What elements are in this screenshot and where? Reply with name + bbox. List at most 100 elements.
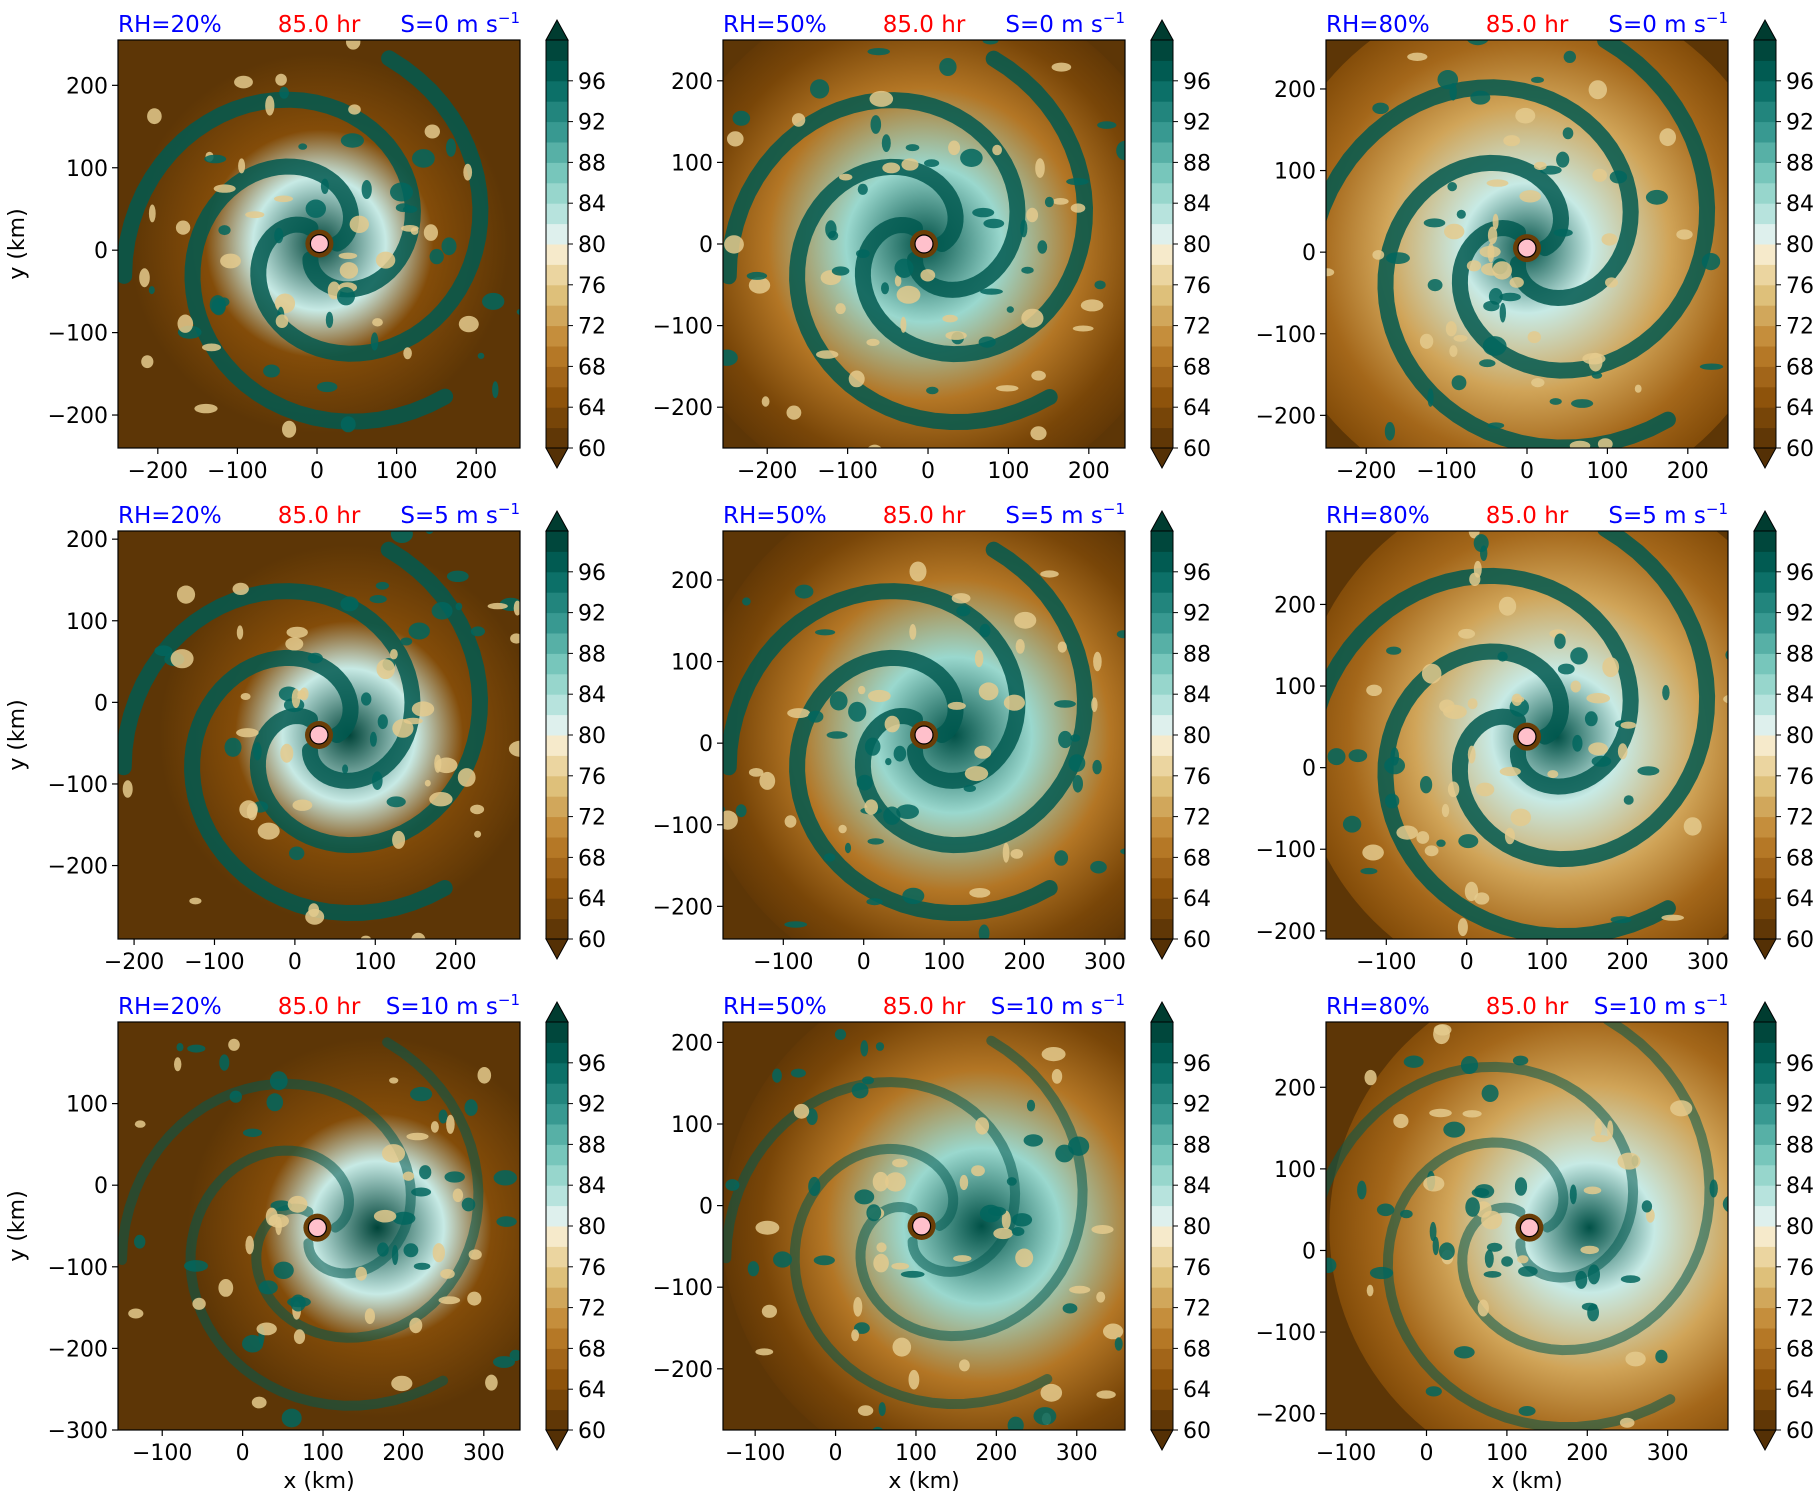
- y-tick-label: −200: [48, 404, 108, 429]
- y-tick-label: −100: [1256, 838, 1316, 863]
- axes-frame: [722, 530, 1126, 940]
- y-tick-label: −100: [653, 315, 713, 340]
- colorbar-extend-max: [1753, 18, 1777, 41]
- colorbar-tick-label: 60: [1183, 1419, 1211, 1444]
- shear-unit-exponent: −1: [498, 991, 520, 1009]
- x-tick-label: 0: [829, 1441, 843, 1466]
- colorbar-tick-label: 76: [1183, 274, 1211, 299]
- colorbar-tick-label: 72: [1183, 1297, 1211, 1322]
- colorbar-tick-label: 64: [1183, 1378, 1211, 1403]
- y-tick-label: −200: [48, 855, 108, 880]
- colorbar-tick-label: 92: [1786, 111, 1814, 136]
- colorbar-tick-label: 80: [578, 233, 606, 258]
- shear-unit-exponent: −1: [1103, 991, 1125, 1009]
- x-tick-label: 300: [1647, 1441, 1689, 1466]
- shear-unit: m s: [1061, 12, 1103, 38]
- colorbar-tick-label: 64: [1786, 396, 1814, 421]
- y-tick-label: 0: [699, 732, 713, 757]
- storm-center-marker: [914, 234, 934, 254]
- rh-label: RH=20%: [118, 12, 222, 38]
- colorbar-tick-label: 64: [1786, 1378, 1814, 1403]
- storm-center-marker: [914, 725, 934, 745]
- shear-unit: m s: [1664, 994, 1706, 1020]
- colorbar: 60 64 68 72 76 80 84 88 92 96: [1753, 509, 1814, 961]
- x-tick-label: −100: [132, 1441, 192, 1466]
- colorbar-tick-label: 76: [1786, 1256, 1814, 1281]
- rh-label: RH=50%: [723, 503, 827, 529]
- shear-unit: m s: [1061, 994, 1103, 1020]
- y-tick-label: −100: [1256, 1321, 1316, 1346]
- colorbar-tick-label: 84: [1786, 192, 1814, 217]
- panel-0-2: −200 −100 0 100 200 −200 −100 0 100 200 RH=80% 85.0…: [1256, 9, 1814, 484]
- x-tick-label: −200: [104, 950, 164, 975]
- storm-center-marker: [307, 1218, 327, 1238]
- colorbar-tick-label: 92: [578, 1093, 606, 1118]
- colorbar-tick-label: 88: [578, 151, 606, 176]
- colorbar-tick-label: 68: [1786, 846, 1814, 871]
- colorbar-extend-min: [1753, 1429, 1777, 1452]
- axes-frame: [1325, 1021, 1729, 1431]
- y-tick-label: 100: [671, 151, 713, 176]
- x-tick-label: 300: [1084, 950, 1126, 975]
- colorbar-extend-min: [1150, 1429, 1174, 1452]
- colorbar-tick-label: 92: [1183, 1093, 1211, 1118]
- x-tick-label: 100: [1586, 459, 1628, 484]
- x-tick-label: −100: [1356, 950, 1416, 975]
- shear-value: S=0: [1005, 12, 1054, 38]
- colorbar-tick-label: 64: [578, 396, 606, 421]
- x-tick-label: 100: [376, 459, 418, 484]
- colorbar: 60 64 68 72 76 80 84 88 92 96: [1753, 1000, 1814, 1452]
- x-tick-label: 200: [455, 459, 497, 484]
- y-tick-label: 100: [671, 1113, 713, 1138]
- y-tick-label: 200: [66, 528, 108, 553]
- time-label: 85.0 hr: [278, 12, 361, 38]
- colorbar-tick-label: 68: [578, 846, 606, 871]
- colorbar-tick-label: 64: [1786, 887, 1814, 912]
- storm-center-marker: [911, 1216, 932, 1236]
- colorbar-tick-label: 88: [578, 1133, 606, 1158]
- panel-0-1: −200 −100 0 100 200 −200 −100 0 100 200 RH=50% 85.0…: [653, 9, 1211, 484]
- colorbar: 60 64 68 72 76 80 84 88 92 96: [1150, 1000, 1211, 1452]
- colorbar-tick-label: 84: [578, 1174, 606, 1199]
- x-tick-label: −100: [184, 950, 244, 975]
- shear-unit: m s: [456, 503, 498, 529]
- y-tick-label: −200: [653, 895, 713, 920]
- x-tick-label: 200: [435, 950, 477, 975]
- colorbar-extend-max: [545, 18, 569, 41]
- rh-label: RH=80%: [1326, 503, 1430, 529]
- colorbar-tick-label: 88: [1786, 1133, 1814, 1158]
- colorbar-tick-label: 60: [1183, 928, 1211, 953]
- colorbar-tick-label: 80: [1786, 1215, 1814, 1240]
- colorbar-tick-label: 60: [1183, 437, 1211, 462]
- y-tick-label: −200: [1256, 404, 1316, 429]
- colorbar-tick-label: 60: [1786, 437, 1814, 462]
- time-label: 85.0 hr: [883, 503, 966, 529]
- colorbar-extend-min: [545, 447, 569, 470]
- colorbar: 60 64 68 72 76 80 84 88 92 96: [1753, 18, 1814, 470]
- colorbar-tick-label: 68: [1786, 1337, 1814, 1362]
- x-tick-label: 0: [310, 459, 324, 484]
- x-tick-label: 100: [987, 459, 1029, 484]
- shear-value: S=5: [400, 503, 449, 529]
- panel-1-1: −100 0 100 200 300 −200 −100 0 100 200 RH=50% 85.0 …: [653, 500, 1211, 975]
- y-tick-label: 0: [94, 691, 108, 716]
- x-tick-label: 200: [1004, 950, 1046, 975]
- shear-value: S=5: [1005, 503, 1054, 529]
- time-label: 85.0 hr: [278, 994, 361, 1020]
- shear-value: S=10: [1594, 994, 1657, 1020]
- colorbar-tick-label: 88: [1183, 151, 1211, 176]
- shear-value: S=5: [1608, 503, 1657, 529]
- colorbar-tick-label: 60: [1786, 1419, 1814, 1444]
- colorbar-tick-label: 96: [578, 70, 606, 95]
- shear-value: S=10: [386, 994, 449, 1020]
- y-tick-label: 0: [699, 233, 713, 258]
- colorbar-extend-min: [1753, 938, 1777, 961]
- colorbar-tick-label: 72: [578, 315, 606, 340]
- colorbar-tick-label: 76: [578, 274, 606, 299]
- axes-frame: [117, 39, 521, 449]
- y-tick-label: −200: [653, 396, 713, 421]
- shear-label: S=10 m s−1: [991, 991, 1125, 1020]
- y-tick-label: −300: [48, 1419, 108, 1444]
- x-tick-label: 300: [1687, 950, 1729, 975]
- x-axis-label: x (km): [888, 1469, 959, 1494]
